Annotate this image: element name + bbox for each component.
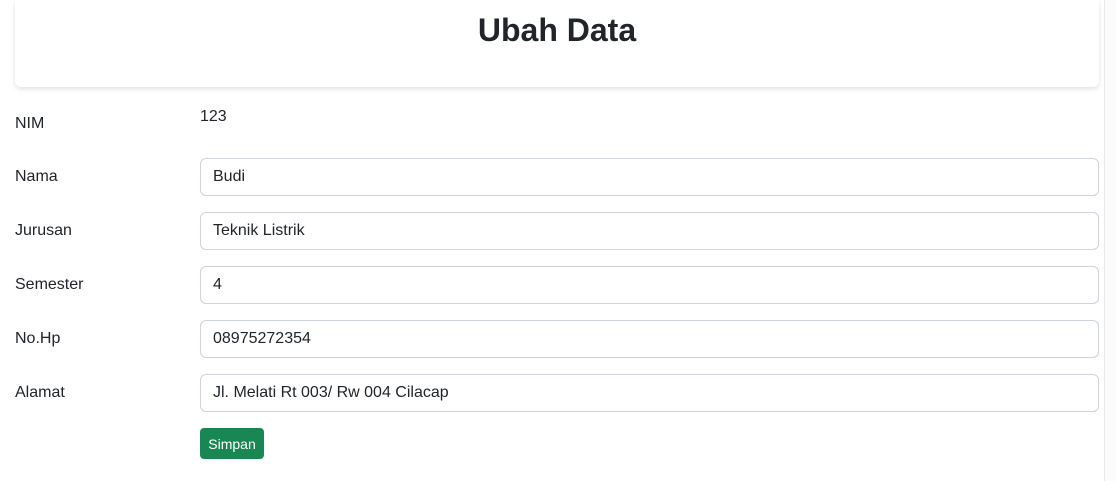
- form-row-jurusan: Jurusan: [15, 212, 1099, 250]
- nohp-label: No.Hp: [15, 330, 61, 347]
- form-row-semester: Semester: [15, 266, 1099, 304]
- nim-value: 123: [200, 108, 227, 125]
- alamat-input[interactable]: [200, 374, 1099, 412]
- form-row-nama: Nama: [15, 158, 1099, 196]
- page-title: Ubah Data: [477, 12, 637, 48]
- nim-label: NIM: [15, 115, 45, 132]
- alamat-label: Alamat: [15, 384, 65, 401]
- semester-input[interactable]: [200, 266, 1099, 304]
- nohp-input[interactable]: [200, 320, 1099, 358]
- header-card: Ubah Data: [15, 0, 1099, 87]
- jurusan-input[interactable]: [200, 212, 1099, 250]
- save-button[interactable]: Simpan: [200, 428, 264, 459]
- jurusan-label: Jurusan: [15, 222, 72, 239]
- nama-input[interactable]: [200, 158, 1099, 196]
- semester-label: Semester: [15, 276, 84, 293]
- form-row-nohp: No.Hp: [15, 320, 1099, 358]
- vertical-scrollbar[interactable]: [1104, 0, 1116, 481]
- form-row-alamat: Alamat: [15, 374, 1099, 412]
- nama-label: Nama: [15, 168, 58, 185]
- form-row-nim: NIM 123: [15, 104, 1099, 142]
